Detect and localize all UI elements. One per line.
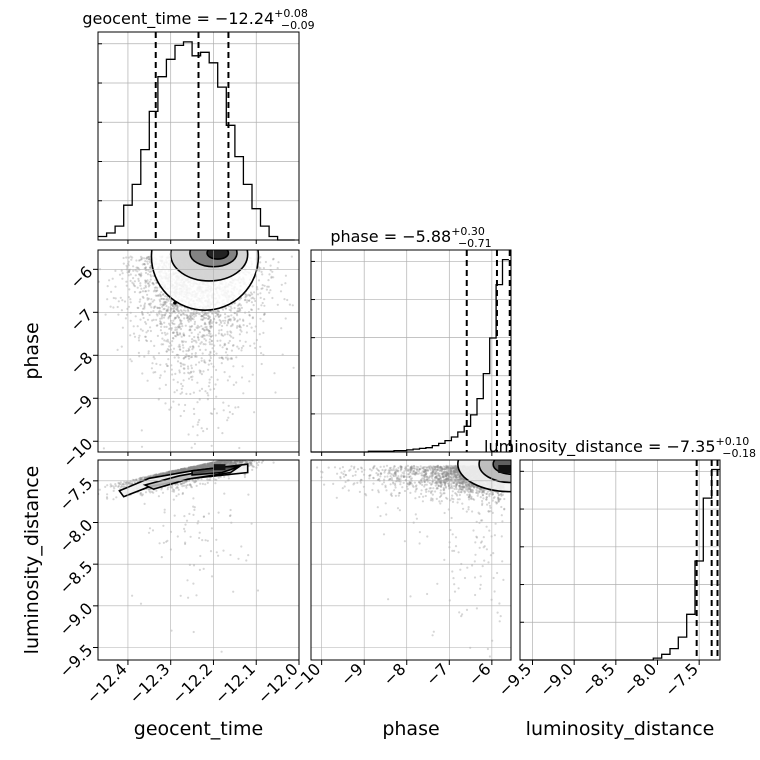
xtick-label-luminosity_distance-3: −8.0 [619, 659, 660, 700]
ytick-label-phase-4: −6 [66, 262, 96, 292]
histogram-phase [311, 258, 509, 453]
xtick-label-phase-4: −6 [465, 659, 495, 689]
ytick-label-phase-2: −8 [66, 348, 96, 378]
histogram-geocent_time [98, 41, 295, 241]
density-geocent_time-luminosity_distance [98, 460, 289, 653]
xtick-label-luminosity_distance-2: −8.5 [578, 659, 619, 700]
pair-frame-geocent_time-phase [97, 249, 300, 453]
xtick-label-phase-3: −7 [422, 659, 452, 689]
hist-frame-phase [310, 249, 512, 453]
xtick-label-geocent_time-3: −12.1 [211, 659, 259, 707]
xlabel-luminosity_distance: luminosity_distance [526, 718, 715, 740]
text-layer: geocent_time = −12.24+0.08 −0.09 phase = −… [21, 7, 756, 740]
hist-frame-luminosity_distance [519, 459, 721, 661]
title-phase: phase = −5.88+0.30 −0.71 [330, 225, 491, 250]
hist-frame-geocent_time [97, 31, 300, 241]
ytick-label-luminosity_distance-0: −9.5 [55, 640, 96, 681]
title-geocent_time: geocent_time = −12.24+0.08 −0.09 [82, 7, 314, 32]
ytick-label-luminosity_distance-4: −7.5 [55, 474, 96, 515]
ytick-label-luminosity_distance-3: −8.0 [55, 515, 96, 556]
title-luminosity_distance: luminosity_distance = −7.35+0.10 −0.18 [484, 435, 756, 460]
xtick-label-geocent_time-0: −12.4 [83, 659, 131, 707]
xtick-label-luminosity_distance-1: −9.0 [536, 659, 577, 700]
ylabel-luminosity_distance: luminosity_distance [21, 466, 43, 655]
xlabel-geocent_time: geocent_time [134, 718, 263, 740]
xtick-label-geocent_time-2: −12.2 [168, 659, 216, 707]
pair-frame-phase-luminosity_distance [310, 459, 512, 661]
xtick-label-geocent_time-1: −12.3 [125, 659, 173, 707]
frames-layer [93, 31, 721, 665]
ytick-label-phase-1: −9 [66, 391, 96, 421]
marks-layer [98, 32, 720, 661]
xtick-label-phase-2: −8 [379, 659, 409, 689]
density-layer [98, 250, 511, 658]
density-phase-luminosity_distance [316, 460, 511, 658]
ytick-label-luminosity_distance-2: −8.5 [55, 557, 96, 598]
density-geocent_time-phase [98, 250, 295, 450]
xtick-label-luminosity_distance-4: −7.5 [661, 659, 702, 700]
grid-layer [98, 32, 720, 660]
xlabel-phase: phase [382, 718, 439, 740]
xtick-label-luminosity_distance-0: −9.5 [494, 659, 535, 700]
ytick-label-luminosity_distance-1: −9.0 [55, 599, 96, 640]
ytick-label-phase-3: −7 [66, 305, 96, 335]
pair-frame-geocent_time-luminosity_distance [97, 459, 300, 661]
ylabel-phase: phase [21, 322, 43, 379]
ytick-label-phase-0: −10 [59, 434, 96, 471]
histogram-luminosity_distance [520, 468, 720, 661]
xtick-label-phase-1: −9 [337, 659, 367, 689]
